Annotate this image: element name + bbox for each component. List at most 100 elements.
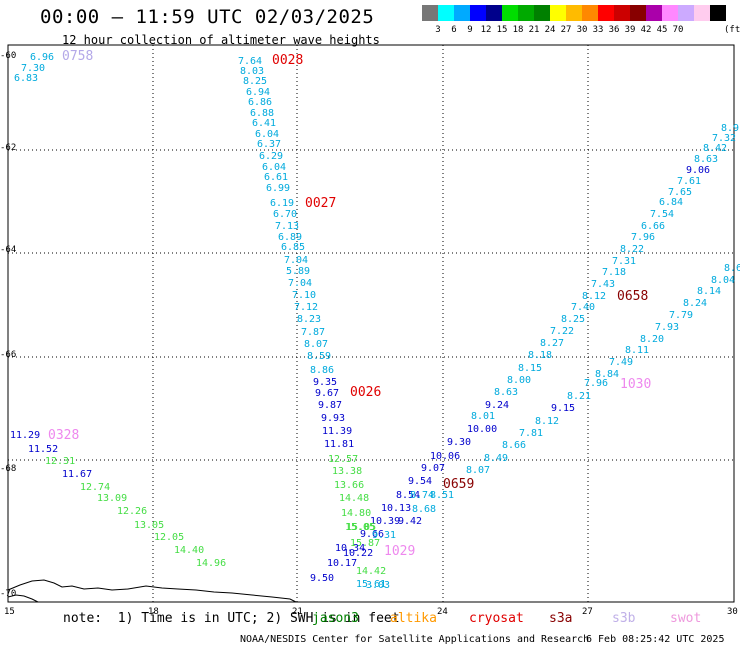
wave-height-label: 8.01 (471, 411, 495, 422)
wave-height-label: 8.25 (243, 76, 267, 87)
wave-height-label: 3.03 (366, 580, 390, 591)
wave-height-label: 7.96 (631, 232, 655, 243)
coastline (7, 594, 39, 603)
wave-height-label: 15.05 (346, 522, 376, 533)
color-scale-label: 33 (592, 25, 604, 35)
wave-height-label: 8.27 (540, 338, 564, 349)
wave-height-label: 8.18 (528, 350, 552, 361)
wave-height-label: 8.84 (595, 369, 619, 380)
color-scale-label: 18 (512, 25, 524, 35)
wave-height-label: 12.05 (154, 532, 184, 543)
wave-height-label: 9.67 (315, 388, 339, 399)
footer-timestamp: 6 Feb 08:25:42 UTC 2025 (586, 634, 725, 645)
wave-height-label: 9.50 (310, 573, 334, 584)
longitude-tick-label: 30 (727, 607, 738, 617)
wave-height-label: 12.31 (45, 456, 75, 467)
color-scale-swatch (470, 5, 486, 21)
wave-height-label: 11.52 (28, 444, 58, 455)
color-scale-swatch (438, 5, 454, 21)
latitude-tick-label: -64 (0, 245, 16, 255)
color-scale-label: 42 (640, 25, 652, 35)
wave-height-label: 14.40 (174, 545, 204, 556)
wave-height-label: 8.04 (711, 275, 735, 286)
wave-height-label: 12.57 (328, 454, 358, 465)
wave-height-label: 6.86 (248, 97, 272, 108)
color-scale-swatch (486, 5, 502, 21)
satellite-legend-item: s3a (549, 611, 573, 626)
wave-height-label: 7.04 (288, 278, 312, 289)
wave-height-label: 7.40 (571, 302, 595, 313)
wave-height-label: 6.70 (273, 209, 297, 220)
wave-height-label: 7.79 (669, 310, 693, 321)
pass-id-label: 0028 (272, 53, 303, 68)
color-scale-swatch (630, 5, 646, 21)
wave-height-label: 7.31 (612, 256, 636, 267)
wave-height-label: 8.9 (721, 123, 739, 134)
wave-height-label: 8.14 (697, 286, 721, 297)
wave-height-label: 12.26 (117, 506, 147, 517)
wave-height-label: 9.07 (421, 463, 445, 474)
wave-height-label: 6.04 (255, 129, 279, 140)
wave-height-label: 6.99 (266, 183, 290, 194)
color-scale-label: 70 (672, 25, 684, 35)
wave-height-label: 8.49 (484, 453, 508, 464)
wave-height-label: 9.93 (321, 413, 345, 424)
wave-height-label: 9.31 (372, 530, 396, 541)
color-scale-label: 12 (480, 25, 492, 35)
color-scale-label: 15 (496, 25, 508, 35)
satellite-legend-item: swot (670, 611, 702, 626)
wave-height-label: 7.32 (712, 133, 736, 144)
color-scale-swatch (710, 5, 726, 21)
satellite-legend-item: altika (390, 611, 437, 626)
wave-height-label: 12.74 (80, 482, 110, 493)
wave-height-label: 10.34 (335, 543, 365, 554)
wave-height-label: 7.18 (602, 267, 626, 278)
wave-height-label: 8.63 (694, 154, 718, 165)
map-subtitle: 12 hour collection of altimeter wave hei… (62, 33, 380, 47)
wave-height-label: 8.22 (620, 244, 644, 255)
wave-height-label: 6.88 (250, 108, 274, 119)
wave-height-label: 7.12 (294, 302, 318, 313)
wave-height-label: 8.03 (240, 66, 264, 77)
latitude-tick-label: -68 (0, 464, 16, 474)
color-scale-label: 6 (451, 25, 457, 35)
wave-height-label: 9.66 (360, 529, 384, 540)
color-scale-swatch (550, 5, 566, 21)
wave-height-label: 7.43 (591, 279, 615, 290)
footer-note: note: 1) Time is in UTC; 2) SWH is in fe… (63, 611, 400, 626)
wave-height-label: 7.30 (21, 63, 45, 74)
wave-height-label: 8.00 (507, 375, 531, 386)
wave-height-label: 9.15 (551, 403, 575, 414)
wave-height-label: 6.19 (270, 198, 294, 209)
wave-height-label: 6.61 (264, 172, 288, 183)
color-scale-label: 39 (624, 25, 636, 35)
longitude-tick-label: 24 (437, 607, 448, 617)
wave-height-label: 8.66 (502, 440, 526, 451)
pass-id-label: 0658 (617, 289, 648, 304)
wave-height-label: 7.87 (301, 327, 325, 338)
wave-height-label: 8.25 (561, 314, 585, 325)
map-title: 00:00 – 11:59 UTC 02/03/2025 (40, 6, 375, 28)
wave-height-label: 8.42 (703, 143, 727, 154)
wave-height-label: 8.12 (582, 291, 606, 302)
wave-height-label: 9.87 (318, 400, 342, 411)
wave-height-label: 6.84 (659, 197, 683, 208)
longitude-tick-label: 27 (582, 607, 593, 617)
wave-height-label: 14.48 (339, 493, 369, 504)
longitude-tick-label: 15 (4, 607, 15, 617)
wave-height-label: 6.89 (278, 232, 302, 243)
wave-height-label: 8.23 (297, 314, 321, 325)
pass-id-label: 1030 (620, 377, 651, 392)
wave-height-label: 7.64 (238, 56, 262, 67)
wave-height-label: 10.39 (370, 516, 400, 527)
wave-height-label: 6.29 (259, 151, 283, 162)
wave-height-label: 10.17 (327, 558, 357, 569)
wave-height-label: 11.39 (322, 426, 352, 437)
wave-height-label: 7.65 (668, 187, 692, 198)
wave-height-label: 8.86 (310, 365, 334, 376)
wave-height-label: 9.35 (313, 377, 337, 388)
color-scale-swatch (646, 5, 662, 21)
wave-height-label: 9.42 (398, 516, 422, 527)
wave-height-label: 6.66 (641, 221, 665, 232)
satellite-legend-item: s3b (612, 611, 636, 626)
